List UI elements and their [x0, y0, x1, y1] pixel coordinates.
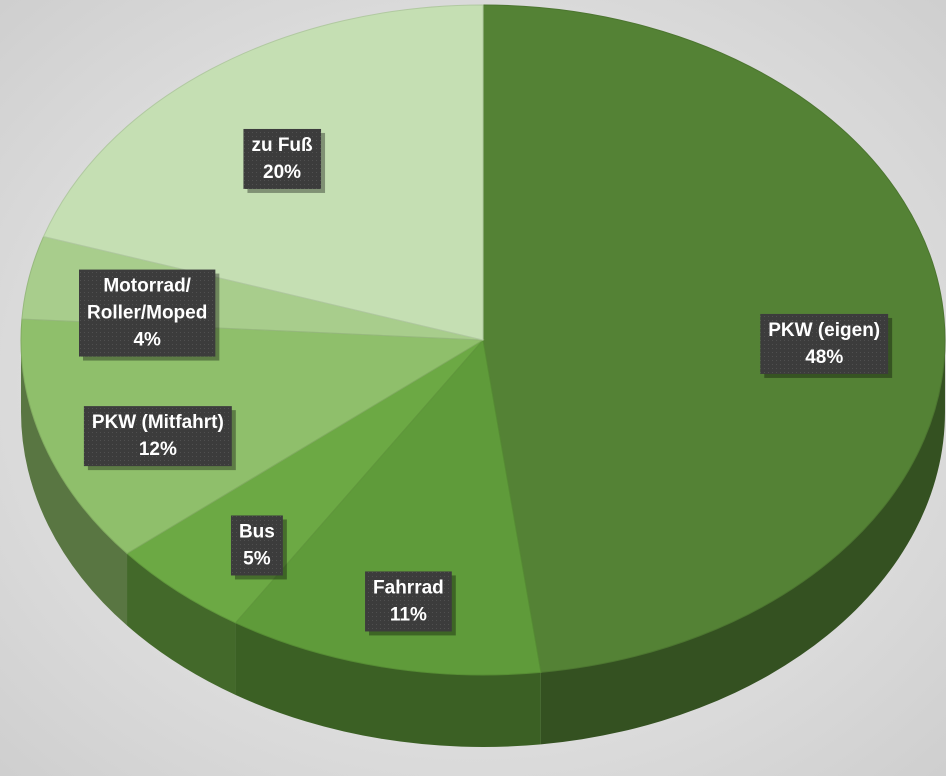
category-label: PKW (Mitfahrt) — [92, 412, 224, 433]
value-label: 4% — [133, 330, 161, 351]
value-label: 48% — [805, 347, 843, 368]
category-label: PKW (eigen) — [768, 320, 880, 341]
category-label: Bus — [239, 521, 275, 542]
pie-slice — [482, 4, 946, 673]
label-box — [83, 406, 232, 467]
value-label: 12% — [139, 439, 177, 460]
slice-side — [235, 622, 541, 747]
label-box — [230, 515, 283, 576]
data-label: Fahrrad 11% — [365, 571, 456, 636]
value-label: 5% — [243, 548, 271, 569]
data-label: Motorrad/Roller/Moped 4% — [79, 269, 220, 361]
pie-slice — [20, 318, 485, 555]
label-box — [243, 128, 322, 189]
category-label: zu Fuß — [251, 135, 313, 156]
data-label: Bus 5% — [230, 515, 287, 580]
value-label: 20% — [263, 162, 301, 183]
label-box — [79, 269, 216, 357]
pie-sides — [20, 340, 945, 747]
category-label: Fahrrad — [373, 577, 444, 598]
label-box — [365, 571, 452, 632]
data-labels: PKW (eigen) 48% Fahrrad 11% Bus 5% PKW (Mitfah… — [79, 128, 893, 636]
slice-side — [20, 340, 128, 626]
slice-side — [540, 340, 945, 745]
data-label: zu Fuß 20% — [243, 128, 326, 193]
data-label: PKW (Mitfahrt) 12% — [83, 406, 236, 471]
data-label: PKW (eigen) 48% — [760, 313, 893, 378]
pie-top — [20, 4, 946, 676]
category-label: Motorrad/Roller/Moped — [87, 276, 207, 324]
value-label: 11% — [390, 604, 427, 625]
label-box — [760, 313, 889, 374]
slice-side — [127, 553, 236, 695]
pie-slice — [234, 338, 542, 676]
pie-slice — [126, 339, 484, 624]
